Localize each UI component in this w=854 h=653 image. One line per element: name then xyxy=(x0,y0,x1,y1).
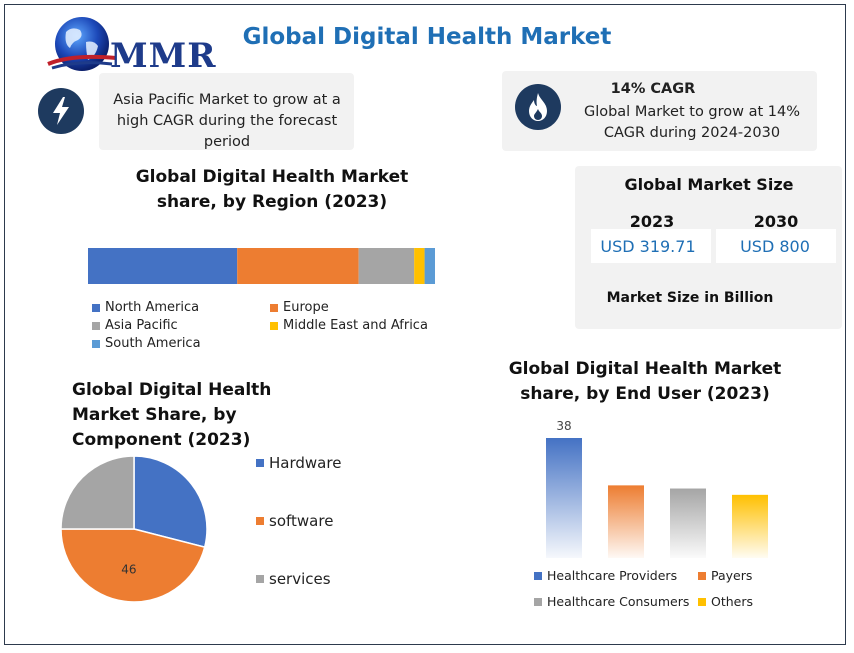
legend-label: Healthcare Providers xyxy=(547,568,678,583)
flame-icon xyxy=(515,84,561,130)
pie-slice-services xyxy=(60,455,135,530)
market-size-value-2030: USD 800 xyxy=(740,237,810,256)
legend-swatch xyxy=(92,321,100,330)
legend-swatch xyxy=(92,303,100,312)
legend-swatch xyxy=(256,459,264,467)
region-stacked-bar-chart xyxy=(88,248,435,284)
market-size-title: Global Market Size xyxy=(624,175,794,194)
bar-others xyxy=(732,494,768,558)
legend-swatch xyxy=(92,339,100,348)
globe-icon xyxy=(47,17,117,71)
bar-healthcare-consumers xyxy=(670,488,706,558)
legend-swatch xyxy=(256,517,264,525)
legend-label: North America xyxy=(105,300,200,315)
legend-item-middle-east-and-africa: Middle East and Africa xyxy=(270,318,428,333)
region-bar-north-america xyxy=(88,248,238,284)
callout-left-text: Asia Pacific Market to grow at a high CA… xyxy=(113,92,341,150)
component-pie-chart: 46 xyxy=(60,455,208,603)
legend-label: Others xyxy=(711,594,754,609)
legend-swatch xyxy=(698,597,706,606)
market-size-value-2023: USD 319.71 xyxy=(600,237,696,256)
bar-healthcare-providers xyxy=(546,438,582,558)
logo-text: MMR xyxy=(110,36,217,76)
legend-label: Hardware xyxy=(269,454,342,472)
legend-item-europe: Europe xyxy=(270,300,329,315)
legend-item-payers: Payers xyxy=(698,568,752,583)
legend-swatch xyxy=(534,597,542,606)
legend-label: Europe xyxy=(283,300,329,315)
market-size-footer: Market Size in Billion xyxy=(606,290,774,306)
pie-slice-hardware xyxy=(133,455,208,549)
legend-item-others: Others xyxy=(698,594,753,609)
pie-data-label-software: 46 xyxy=(121,563,136,577)
region-bar-middle-east-and-africa xyxy=(414,248,425,284)
enduser-chart-title: Global Digital Health Market share, by E… xyxy=(508,359,782,404)
enduser-bar-chart: 38 xyxy=(546,419,768,558)
legend-label: software xyxy=(269,512,334,530)
legend-label: Asia Pacific xyxy=(105,318,178,333)
legend-swatch xyxy=(534,571,542,580)
legend-label: Payers xyxy=(711,568,753,583)
legend-item-software: software xyxy=(256,512,333,530)
callout-asia-pacific xyxy=(99,73,354,150)
market-size-year-2023: 2023 xyxy=(629,212,675,231)
market-size-box-2023 xyxy=(591,229,711,263)
legend-label: Middle East and Africa xyxy=(283,318,428,333)
region-bar-europe xyxy=(237,248,359,284)
page-title: Global Digital Health Market xyxy=(242,24,612,50)
enduser-legend: Healthcare Providers Payers Healthcare Con… xyxy=(534,568,794,612)
legend-swatch xyxy=(270,321,278,330)
region-bar-asia-pacific xyxy=(358,248,415,284)
legend-item-hardware: Hardware xyxy=(256,454,341,472)
legend-label: South America xyxy=(105,336,201,351)
legend-item-south-america: South America xyxy=(92,336,201,351)
component-chart-title: Global Digital Health Market Share, by C… xyxy=(72,380,272,450)
region-bar-south-america xyxy=(424,248,435,284)
legend-item-asia-pacific: Asia Pacific xyxy=(92,318,178,333)
legend-item-healthcare-providers: Healthcare Providers xyxy=(534,568,677,583)
infographic-frame xyxy=(4,4,846,645)
legend-label: services xyxy=(269,570,331,588)
market-size-box-2030 xyxy=(716,229,836,263)
legend-swatch xyxy=(256,575,264,583)
legend-item-services: services xyxy=(256,570,331,588)
bar-data-label-healthcare-providers: 38 xyxy=(556,419,571,433)
legend-item-healthcare-consumers: Healthcare Consumers xyxy=(534,594,689,609)
region-legend: North America Europe Asia Pacific Middle Ea… xyxy=(92,300,452,352)
logo xyxy=(42,14,202,76)
legend-item-north-america: North America xyxy=(92,300,199,315)
cagr-text: Global Market to grow at 14% CAGR during… xyxy=(583,104,801,141)
cagr-heading: 14% CAGR xyxy=(610,81,696,97)
lightning-icon xyxy=(38,88,84,134)
legend-label: Healthcare Consumers xyxy=(547,594,690,609)
region-chart-title: Global Digital Health Market share, by R… xyxy=(135,167,409,212)
market-size-year-2030: 2030 xyxy=(753,212,799,231)
legend-swatch xyxy=(270,303,278,312)
legend-swatch xyxy=(698,571,706,580)
pie-slice-software xyxy=(60,528,206,603)
component-legend: Hardware software services xyxy=(256,454,376,594)
bar-payers xyxy=(608,485,644,558)
